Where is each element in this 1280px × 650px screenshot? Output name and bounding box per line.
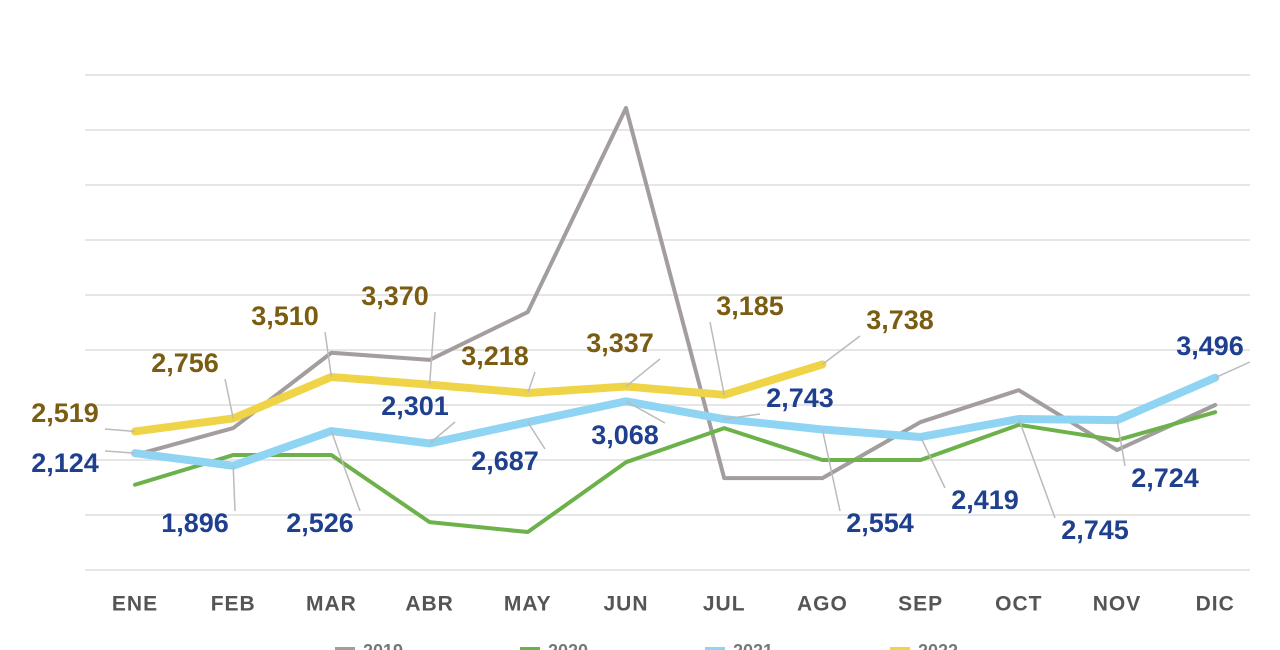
x-tick-label: JUL bbox=[703, 593, 746, 616]
x-tick-label: NOV bbox=[1093, 593, 1142, 616]
series-line bbox=[133, 410, 1218, 535]
leader-line bbox=[527, 371, 536, 394]
value-label: 3,496 bbox=[1176, 331, 1244, 361]
value-label: 2,419 bbox=[951, 485, 1019, 515]
value-label: 2,301 bbox=[381, 391, 449, 421]
value-label: 1,896 bbox=[161, 508, 229, 538]
x-tick-label: MAR bbox=[306, 593, 357, 616]
value-label: 3,218 bbox=[461, 341, 529, 371]
leader-line bbox=[232, 465, 236, 512]
value-label: 3,370 bbox=[361, 281, 429, 311]
x-tick-label: JUN bbox=[603, 593, 648, 616]
x-tick-label: SEP bbox=[898, 593, 943, 616]
leader-line bbox=[429, 421, 456, 445]
x-tick-label: MAY bbox=[504, 593, 552, 616]
value-label: 2,124 bbox=[31, 448, 99, 478]
value-label: 2,745 bbox=[1061, 515, 1129, 545]
leader-line bbox=[1214, 361, 1251, 379]
value-label: 2,519 bbox=[31, 398, 99, 428]
x-tick-label: OCT bbox=[995, 593, 1042, 616]
leader-line bbox=[625, 400, 666, 424]
series-line bbox=[133, 106, 1218, 481]
leader-line bbox=[1018, 418, 1056, 519]
series-line bbox=[131, 373, 1220, 470]
legend-label: 2020 bbox=[548, 641, 588, 650]
leader-line bbox=[821, 335, 861, 366]
leader-line bbox=[428, 311, 436, 385]
x-tick-label: FEB bbox=[211, 593, 256, 616]
legend-label: 2022 bbox=[918, 641, 958, 650]
value-label: 3,068 bbox=[591, 420, 659, 450]
value-label: 2,526 bbox=[286, 508, 354, 538]
leader-line bbox=[104, 428, 136, 433]
value-label: 2,687 bbox=[471, 446, 539, 476]
series-line bbox=[131, 360, 827, 436]
leader-line bbox=[724, 413, 761, 420]
value-label: 2,756 bbox=[151, 348, 219, 378]
leader-line bbox=[104, 450, 136, 454]
legend-label: 2021 bbox=[733, 641, 773, 650]
leader-line bbox=[324, 331, 333, 378]
value-label: 3,337 bbox=[586, 328, 654, 358]
leader-line bbox=[709, 321, 725, 395]
leader-line bbox=[527, 421, 546, 450]
x-tick-label: ABR bbox=[405, 593, 454, 616]
leader-line bbox=[625, 358, 661, 388]
value-label: 3,738 bbox=[866, 305, 934, 335]
value-label: 2,724 bbox=[1131, 463, 1199, 493]
leader-line bbox=[821, 429, 841, 512]
legend-label: 2019 bbox=[363, 641, 403, 650]
value-label: 3,185 bbox=[716, 291, 784, 321]
leader-line bbox=[224, 378, 234, 419]
leader-line bbox=[330, 430, 361, 512]
value-label: 3,510 bbox=[251, 301, 319, 331]
x-tick-label: DIC bbox=[1196, 593, 1235, 616]
leader-line bbox=[919, 436, 946, 489]
value-label: 2,554 bbox=[846, 508, 914, 538]
value-label: 2,743 bbox=[766, 383, 834, 413]
leader-line bbox=[1116, 420, 1126, 467]
x-tick-label: ENE bbox=[112, 593, 158, 616]
x-tick-label: AGO bbox=[797, 593, 848, 616]
